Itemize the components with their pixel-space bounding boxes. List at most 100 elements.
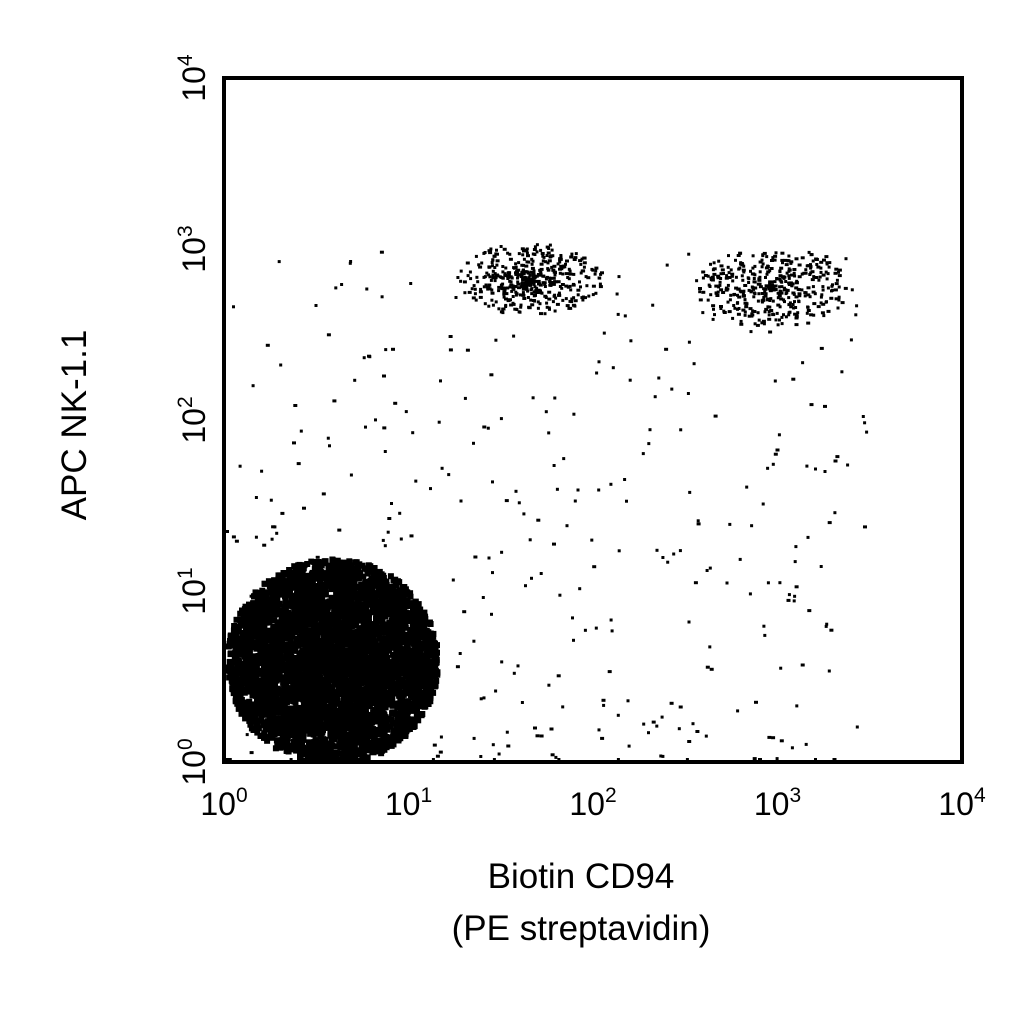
data-point xyxy=(520,274,524,278)
data-point xyxy=(373,659,380,666)
data-point xyxy=(378,571,385,578)
data-point xyxy=(242,715,249,722)
data-point xyxy=(390,741,397,748)
data-point xyxy=(257,650,264,657)
data-point xyxy=(368,669,375,676)
data-point xyxy=(524,264,529,268)
data-point xyxy=(317,667,324,674)
data-point xyxy=(376,603,383,610)
data-point xyxy=(254,631,261,638)
data-point xyxy=(249,672,256,679)
data-point xyxy=(747,288,751,292)
data-point xyxy=(362,755,369,762)
data-point xyxy=(277,744,284,751)
data-point xyxy=(522,257,526,261)
data-point xyxy=(345,740,352,747)
data-point xyxy=(770,259,774,262)
data-point xyxy=(254,626,261,633)
data-point xyxy=(318,562,325,569)
data-point xyxy=(381,712,388,719)
data-point xyxy=(286,705,292,712)
data-point xyxy=(351,569,358,576)
data-point xyxy=(370,678,377,685)
data-point xyxy=(310,731,317,738)
data-point xyxy=(324,744,331,751)
data-point xyxy=(257,679,264,686)
data-point xyxy=(292,734,299,741)
data-point xyxy=(365,747,372,754)
data-point xyxy=(343,664,350,670)
data-point xyxy=(247,721,254,728)
data-point xyxy=(294,587,301,594)
data-point xyxy=(578,280,581,284)
data-point xyxy=(278,718,285,725)
data-point xyxy=(516,280,520,284)
data-point xyxy=(379,703,386,710)
data-point xyxy=(559,257,563,261)
data-point xyxy=(296,570,303,577)
data-point xyxy=(365,648,371,654)
data-point xyxy=(490,298,494,302)
data-point xyxy=(326,642,333,649)
data-point xyxy=(539,262,544,266)
data-point xyxy=(516,276,519,280)
data-point xyxy=(243,659,250,666)
data-point xyxy=(336,571,343,578)
data-point xyxy=(719,307,723,310)
data-point xyxy=(395,617,402,624)
data-point xyxy=(533,245,537,249)
data-point xyxy=(388,626,395,633)
data-point xyxy=(399,718,406,725)
data-point xyxy=(284,578,291,585)
data-point xyxy=(306,640,313,647)
data-point xyxy=(312,655,319,662)
data-point xyxy=(360,573,367,580)
data-point xyxy=(256,667,263,674)
data-point xyxy=(264,647,271,654)
data-point xyxy=(370,577,377,584)
data-point xyxy=(360,665,367,672)
data-point xyxy=(288,645,295,652)
data-point xyxy=(405,657,412,664)
data-point xyxy=(335,724,342,731)
data-point xyxy=(304,748,311,755)
data-point xyxy=(536,279,541,283)
data-point xyxy=(309,585,316,592)
data-point xyxy=(278,737,285,744)
data-point xyxy=(311,593,318,600)
data-point xyxy=(367,742,374,749)
data-point xyxy=(420,690,427,697)
data-point xyxy=(501,276,505,280)
data-point xyxy=(468,270,472,274)
data-point xyxy=(304,717,311,724)
data-point xyxy=(331,628,338,635)
data-point xyxy=(319,753,326,760)
data-point xyxy=(325,563,332,570)
data-point xyxy=(419,617,426,624)
data-point xyxy=(271,667,278,674)
data-point xyxy=(247,667,254,674)
data-point xyxy=(277,611,284,618)
data-point xyxy=(390,709,397,716)
data-point xyxy=(279,616,286,623)
data-point xyxy=(241,689,248,696)
data-point xyxy=(520,285,523,289)
data-point xyxy=(284,698,291,705)
data-point xyxy=(255,599,262,606)
data-point xyxy=(337,578,344,585)
data-point xyxy=(310,706,317,713)
data-point xyxy=(584,296,587,300)
data-point xyxy=(548,307,551,311)
data-point xyxy=(345,653,352,660)
data-point xyxy=(250,681,257,688)
data-point xyxy=(275,591,282,598)
data-point xyxy=(275,641,281,648)
data-point xyxy=(275,630,281,637)
data-point xyxy=(415,657,422,664)
data-point xyxy=(547,297,552,301)
data-point xyxy=(319,682,326,689)
data-point xyxy=(423,652,430,659)
data-point xyxy=(572,282,575,286)
data-point xyxy=(227,650,234,657)
data-point xyxy=(412,606,419,613)
